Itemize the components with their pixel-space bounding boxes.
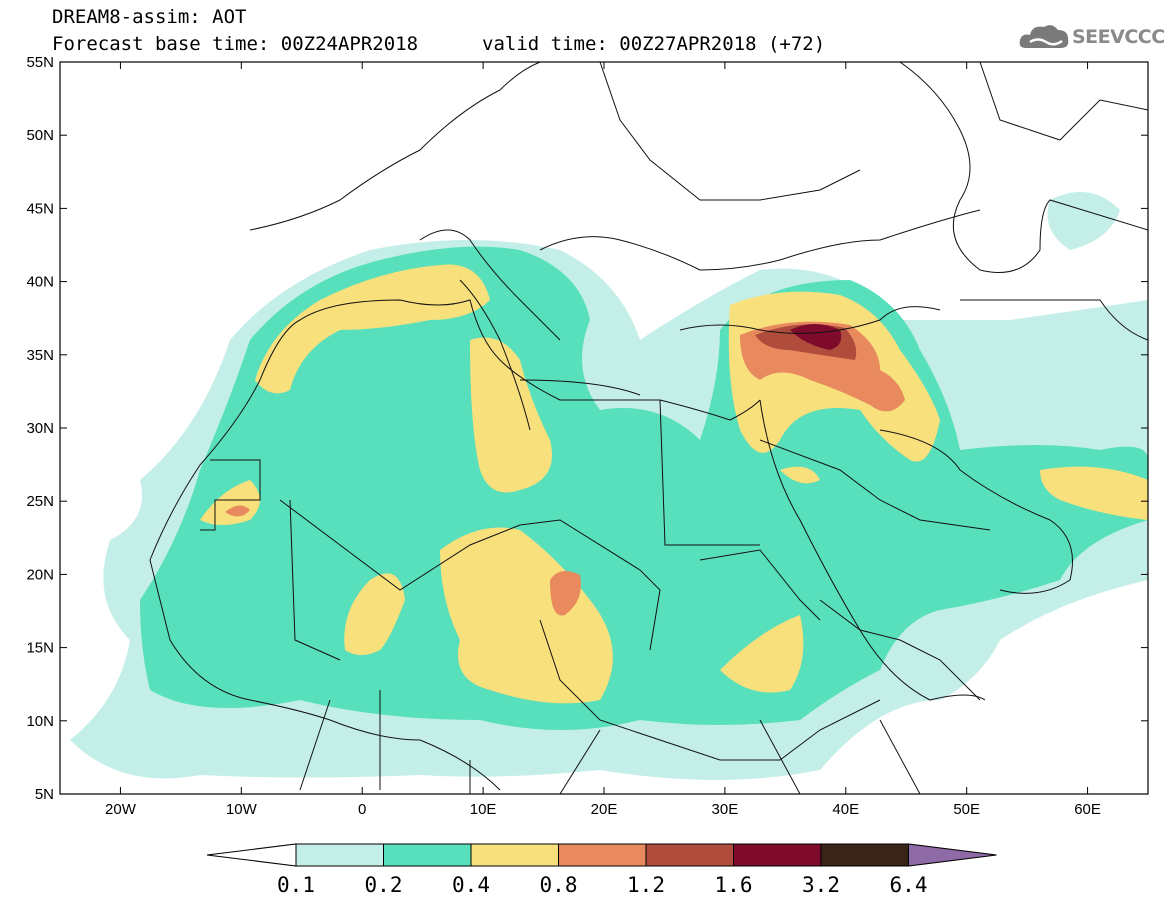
colorbar-label: 0.2 [365, 873, 403, 897]
lon-tick-label: 0 [358, 801, 366, 818]
colorbar-swatch [558, 843, 647, 867]
colorbar-label: 0.4 [452, 873, 490, 897]
lon-tick-label: 30E [712, 801, 739, 818]
logo-text: SEEVCCC [1072, 26, 1165, 48]
lat-tick-label: 50N [26, 127, 54, 144]
lon-tick-label: 50E [953, 801, 980, 818]
lat-tick-label: 15N [26, 640, 54, 657]
colorbar-label: 3.2 [802, 873, 840, 897]
chart-title: DREAM8-assim: AOT [52, 6, 247, 28]
colorbar-swatch [733, 843, 822, 867]
lat-tick-label: 30N [26, 420, 54, 437]
colorbar-swatch [820, 843, 909, 867]
colorbar-swatch [383, 843, 472, 867]
colorbar-label: 1.6 [715, 873, 753, 897]
colorbar-label: 0.8 [540, 873, 578, 897]
cloud-logo-icon [1019, 25, 1069, 48]
lat-tick-label: 40N [26, 274, 54, 291]
lat-tick-label: 5N [35, 786, 54, 803]
colorbar-label: 6.4 [890, 873, 928, 897]
lon-tick-label: 40E [832, 801, 859, 818]
lon-tick-label: 20E [591, 801, 618, 818]
lon-tick-label: 10E [470, 801, 497, 818]
lon-tick-label: 20W [105, 801, 137, 818]
lat-tick-label: 25N [26, 493, 54, 510]
colorbar-swatch [470, 843, 559, 867]
lon-tick-label: 60E [1074, 801, 1101, 818]
valid-time: valid time: 00Z27APR2018 (+72) [482, 33, 826, 55]
lat-tick-label: 10N [26, 713, 54, 730]
colorbar-swatch [645, 843, 734, 867]
colorbar-label: 0.1 [277, 873, 315, 897]
colorbar-label: 1.2 [627, 873, 665, 897]
lon-tick-label: 10W [226, 801, 258, 818]
lat-tick-label: 45N [26, 200, 54, 217]
aot-field [70, 62, 1148, 794]
base-time: Forecast base time: 00Z24APR2018 [52, 33, 419, 55]
colorbar-low-arrow [206, 843, 297, 867]
lat-tick-label: 55N [26, 54, 54, 71]
colorbar-high-arrow [908, 843, 997, 867]
lat-tick-label: 20N [26, 566, 54, 583]
axis-ticks: 55N 50N 45N 40N 35N 30N 25N 20N 15N 10N 5N 20W 10W 0 1… [26, 54, 1148, 818]
colorbar-swatch [295, 843, 384, 867]
lat-tick-label: 35N [26, 347, 54, 364]
